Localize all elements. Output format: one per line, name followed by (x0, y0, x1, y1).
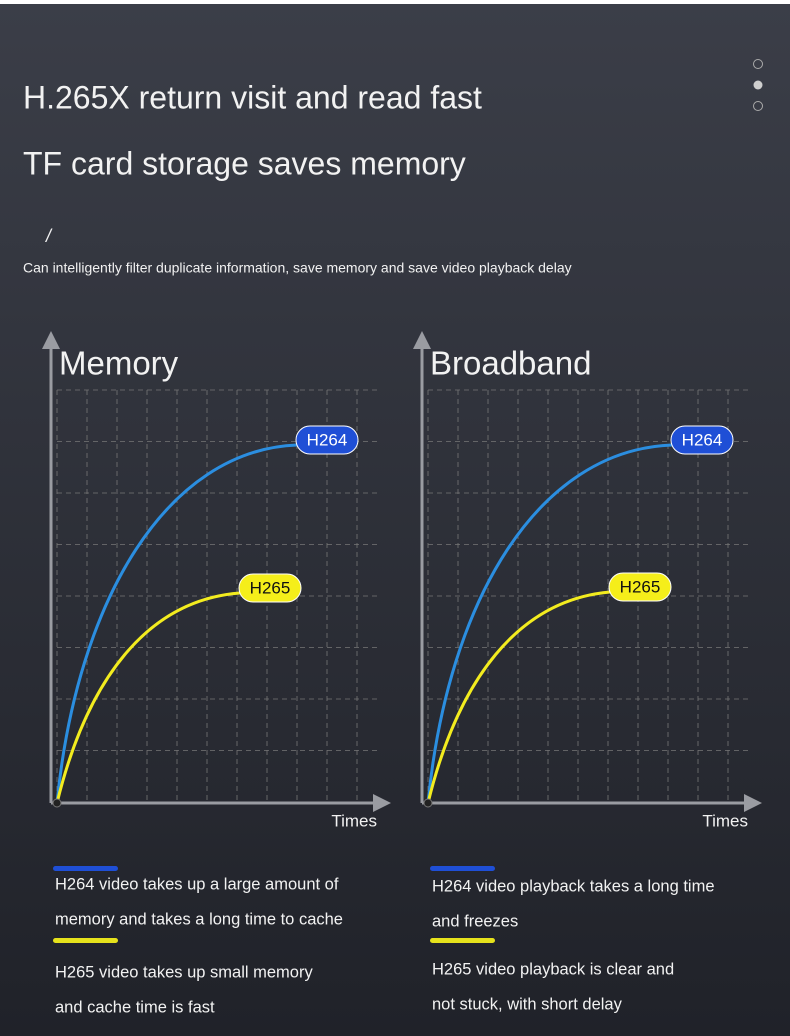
label-pill (670, 425, 734, 455)
chart-title: Memory (59, 345, 179, 382)
legend-bar (53, 938, 118, 943)
label-pill (608, 572, 672, 602)
page-dot[interactable] (753, 59, 763, 69)
x-axis-label: Times (702, 811, 748, 830)
note: and cache time is fast (55, 998, 215, 1016)
label-pill (295, 425, 359, 455)
label-pill (238, 573, 302, 603)
note: and freezes (432, 912, 518, 930)
note: not stuck, with short delay (432, 995, 623, 1013)
curve-label: H264 (307, 430, 348, 449)
chart-title: Broadband (430, 345, 591, 382)
curve (55, 443, 298, 804)
legend-bar (430, 938, 495, 943)
page-dot-active[interactable] (753, 80, 763, 90)
top-edge (0, 0, 790, 4)
note: H265 video playback is clear and (432, 960, 674, 978)
page-dot[interactable] (753, 101, 763, 111)
note: H265 video takes up small memory (55, 963, 313, 981)
curve-label: H264 (682, 430, 723, 449)
x-axis-label: Times (331, 811, 377, 830)
panels: Memory Times H264 H265 H264 video takes up a… (42, 331, 762, 1016)
title: H.265X return visit and read fast (23, 79, 482, 115)
mark: / (44, 226, 53, 246)
curve-label: H265 (620, 577, 661, 596)
origin (52, 798, 62, 808)
origin (423, 798, 433, 808)
curve-label: H265 (250, 578, 291, 597)
curve (426, 443, 673, 804)
title: TF card storage saves memory (23, 145, 466, 181)
note: H264 video playback takes a long time (432, 877, 715, 895)
curve (426, 590, 611, 804)
legend-bar (53, 866, 118, 871)
legend-bar (430, 866, 495, 871)
note: H264 video takes up a large amount of (55, 875, 339, 893)
note: memory and takes a long time to cache (55, 910, 343, 928)
subtitle: Can intelligently filter duplicate infor… (23, 260, 572, 276)
curve (55, 591, 241, 804)
